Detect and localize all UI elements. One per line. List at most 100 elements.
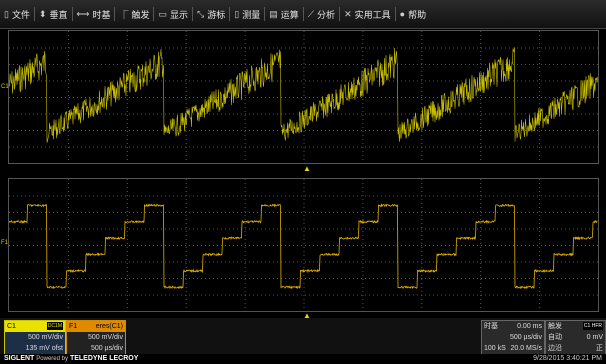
grid-dot <box>293 146 294 148</box>
grid-dot <box>303 31 305 32</box>
menu-item-5[interactable]: ⤡ 游标 <box>193 0 229 28</box>
grid-dot <box>445 47 446 49</box>
grid-dot <box>513 228 514 230</box>
grid-dot <box>480 35 482 36</box>
grid-dot <box>325 261 326 263</box>
grid-dot <box>17 261 18 263</box>
trigger-descriptor[interactable]: 触发 C1 HFR 自动 0 mV 边沿 正 <box>545 320 606 355</box>
grid-dot <box>244 235 246 236</box>
grid-dot <box>25 47 26 49</box>
menu-item-8[interactable]: ⟋ 分析 <box>304 0 339 28</box>
grid-dot <box>67 255 69 256</box>
grid-dot <box>273 97 274 98</box>
grid-dot <box>353 146 354 148</box>
grid-dot <box>421 261 422 263</box>
menu-item-3[interactable]: ⎾ 触发 <box>115 0 153 28</box>
menu-item-6[interactable]: ▯ 测量 <box>230 0 264 28</box>
grid-dot <box>429 245 430 246</box>
menu-item-10[interactable]: ● 帮助 <box>396 0 430 28</box>
grid-dot <box>480 103 482 104</box>
grid-dot <box>577 245 578 246</box>
grid-dot <box>185 211 187 212</box>
grid-dot <box>397 294 398 296</box>
grid-dot <box>161 261 162 263</box>
grid-dot <box>353 195 354 197</box>
grid-dot <box>565 113 566 115</box>
menu-item-4[interactable]: ▭ 显示 <box>154 0 192 28</box>
grid-dot <box>505 294 506 296</box>
grid-dot <box>573 294 574 296</box>
grid-dot <box>293 195 294 197</box>
grid-dot <box>397 130 398 131</box>
menu-item-1[interactable]: ⬍ 垂直 <box>35 0 72 28</box>
grid-dot <box>421 307 423 308</box>
grid-dot <box>489 278 490 279</box>
menu-item-9[interactable]: ✕ 实用工具 <box>340 0 395 28</box>
grid-dot <box>373 97 374 98</box>
grid-dot <box>437 130 438 131</box>
grid-dot <box>421 245 422 246</box>
grid-dot <box>341 195 342 197</box>
grid-dot <box>149 47 150 49</box>
math-f1-grid[interactable] <box>8 178 599 312</box>
grid-dot <box>449 261 450 263</box>
grid-dot <box>101 261 102 263</box>
grid-dot <box>321 261 322 263</box>
grid-dot <box>157 80 158 82</box>
grid-dot <box>201 212 202 213</box>
math-f1-descriptor[interactable]: F1 eres(C1) 500 mV/div 500 µs/div <box>66 320 126 355</box>
grid-dot <box>353 113 354 115</box>
f1-level-marker[interactable]: F1 <box>1 240 9 246</box>
grid-dot <box>129 228 130 230</box>
timebase-descriptor[interactable]: 时基 0.00 ms 500 µs/div 100 kS 20.0 MS/s <box>481 320 545 355</box>
grid-dot <box>105 294 106 296</box>
grid-dot <box>581 80 582 82</box>
grid-dot <box>529 278 530 279</box>
grid-dot <box>313 97 314 98</box>
grid-dot <box>477 212 478 213</box>
grid-dot <box>289 64 290 65</box>
grid-dot <box>173 80 174 82</box>
grid-dot <box>449 278 450 279</box>
grid-dot <box>561 278 562 279</box>
grid-dot <box>109 228 110 230</box>
grid-dot <box>41 113 42 115</box>
grid-dot <box>369 64 370 65</box>
grid-dot <box>185 247 187 248</box>
grid-dot <box>345 64 346 65</box>
grid-dot <box>529 212 530 213</box>
grid-dot <box>453 228 454 230</box>
grid-dot <box>489 261 490 263</box>
grid-dot <box>149 97 150 98</box>
grid-dot <box>480 191 482 192</box>
trigger-position-marker-top[interactable]: ▲ <box>303 164 311 173</box>
grid-dot <box>533 195 534 197</box>
grid-dot <box>361 130 362 131</box>
menu-item-0[interactable]: ▯ 文件 <box>0 0 34 28</box>
grid-dot <box>37 113 38 115</box>
grid-dot <box>457 80 458 82</box>
grid-dot <box>521 97 522 98</box>
grid-dot <box>141 245 142 246</box>
grid-dot <box>303 287 305 288</box>
c1-level-marker[interactable]: C1 <box>1 84 9 90</box>
grid-dot <box>303 35 305 36</box>
grid-dot <box>57 97 58 98</box>
grid-dot <box>197 130 198 131</box>
channel-c1-descriptor[interactable]: C1 DC1M 500 mV/div 135 mV ofst <box>4 320 66 355</box>
grid-dot <box>405 80 406 82</box>
menu-item-7[interactable]: ▤ 运算 <box>265 0 303 28</box>
grid-dot <box>193 97 194 98</box>
menu-item-2[interactable]: ⟷ 时基 <box>73 0 115 28</box>
grid-dot <box>341 64 342 65</box>
trigger-position-marker-bottom[interactable]: ▲ <box>303 311 311 320</box>
grid-dot <box>417 294 418 296</box>
grid-dot <box>217 47 218 49</box>
grid-dot <box>17 47 18 49</box>
channel-c1-grid[interactable] <box>8 30 599 164</box>
grid-dot <box>445 212 446 213</box>
grid-dot <box>409 245 410 246</box>
grid-dot <box>321 228 322 230</box>
grid-dot <box>193 212 194 213</box>
grid-dot <box>513 146 514 148</box>
